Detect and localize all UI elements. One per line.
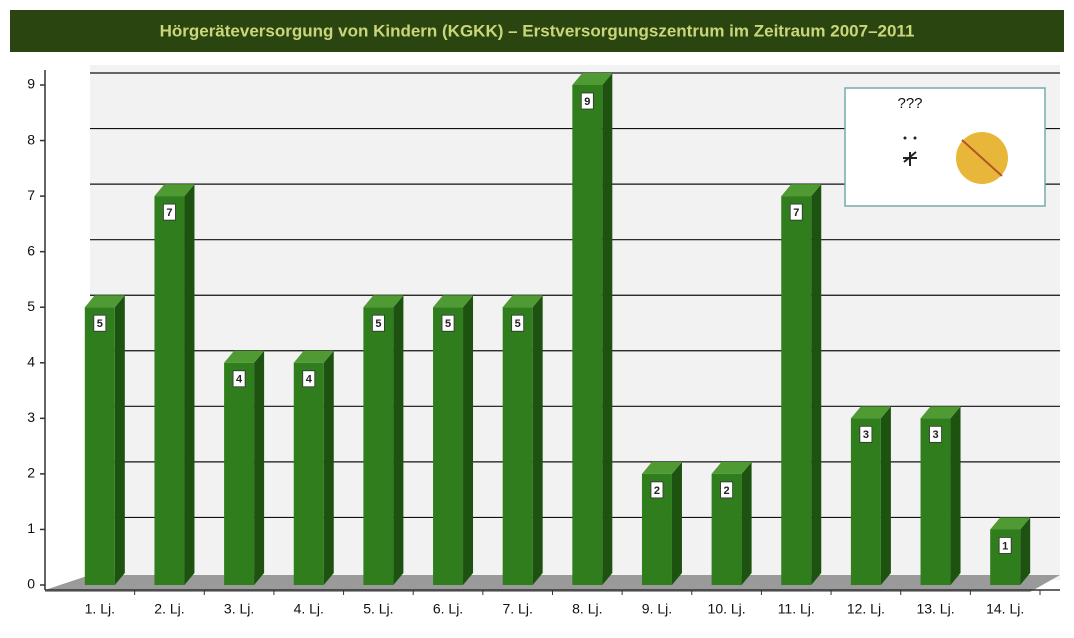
value-label: 3 (932, 429, 938, 441)
inset-text: ??? (897, 95, 922, 112)
x-tick-label: 8. Lj. (572, 601, 602, 617)
bar (294, 363, 324, 585)
value-label: 4 (306, 374, 313, 386)
y-tick-label: 5 (27, 298, 35, 314)
x-tick-label: 1. Lj. (85, 601, 115, 617)
value-label: 2 (724, 485, 730, 497)
value-label: 7 (793, 207, 799, 219)
bar-side (184, 184, 194, 585)
bar-side (602, 73, 612, 585)
x-tick-label: 11. Lj. (778, 601, 815, 617)
x-tick-label: 4. Lj. (294, 601, 324, 617)
y-tick-label: 8 (27, 131, 35, 147)
bar-side (533, 295, 543, 585)
inset-picture: ??? (845, 88, 1045, 206)
x-tick-label: 3. Lj. (224, 601, 254, 617)
bar-side (881, 406, 891, 585)
bar (85, 307, 115, 585)
value-label: 5 (515, 318, 521, 330)
bar (503, 307, 533, 585)
bar-side (672, 462, 682, 585)
bar (363, 307, 393, 585)
bar (433, 307, 463, 585)
inset-eye (904, 137, 907, 140)
chart-title: Hörgeräteversorgung von Kindern (KGKK) –… (160, 21, 915, 40)
inset-eye (914, 137, 917, 140)
y-tick-label: 3 (27, 409, 35, 425)
y-tick-label: 7 (27, 187, 35, 203)
x-tick-label: 12. Lj. (847, 601, 885, 617)
y-tick-label: 6 (27, 242, 35, 258)
y-tick-label: 0 (27, 576, 35, 592)
x-tick-label: 7. Lj. (502, 601, 532, 617)
value-label: 9 (584, 96, 590, 108)
bar (224, 363, 254, 585)
y-tick-label: 2 (27, 465, 35, 481)
bar-side (951, 406, 961, 585)
bar (921, 418, 951, 585)
x-tick-label: 13. Lj. (916, 601, 954, 617)
bar (851, 418, 881, 585)
bar (572, 85, 602, 585)
x-tick-label: 14. Lj. (986, 601, 1024, 617)
x-tick-label: 2. Lj. (154, 601, 184, 617)
bar-side (742, 462, 752, 585)
bar-side (324, 351, 334, 585)
value-label: 3 (863, 429, 869, 441)
value-label: 2 (654, 485, 660, 497)
bar-side (254, 351, 264, 585)
value-label: 5 (97, 318, 103, 330)
value-label: 7 (166, 207, 172, 219)
value-label: 5 (445, 318, 451, 330)
inset-frame (845, 88, 1045, 206)
bar-side (393, 295, 403, 585)
y-tick-label: 9 (27, 76, 35, 92)
value-label: 5 (375, 318, 381, 330)
bar-side (115, 295, 125, 585)
bar-side (463, 295, 473, 585)
y-tick-label: 1 (27, 520, 35, 536)
value-label: 4 (236, 374, 243, 386)
bar (781, 196, 811, 585)
value-label: 1 (1002, 540, 1008, 552)
chart: Hörgeräteversorgung von Kindern (KGKK) –… (0, 0, 1074, 633)
x-tick-label: 5. Lj. (363, 601, 393, 617)
x-tick-label: 6. Lj. (433, 601, 463, 617)
x-tick-label: 10. Lj. (708, 601, 746, 617)
x-tick-label: 9. Lj. (642, 601, 672, 617)
y-tick-label: 4 (27, 353, 35, 369)
bar (154, 196, 184, 585)
bar-side (811, 184, 821, 585)
